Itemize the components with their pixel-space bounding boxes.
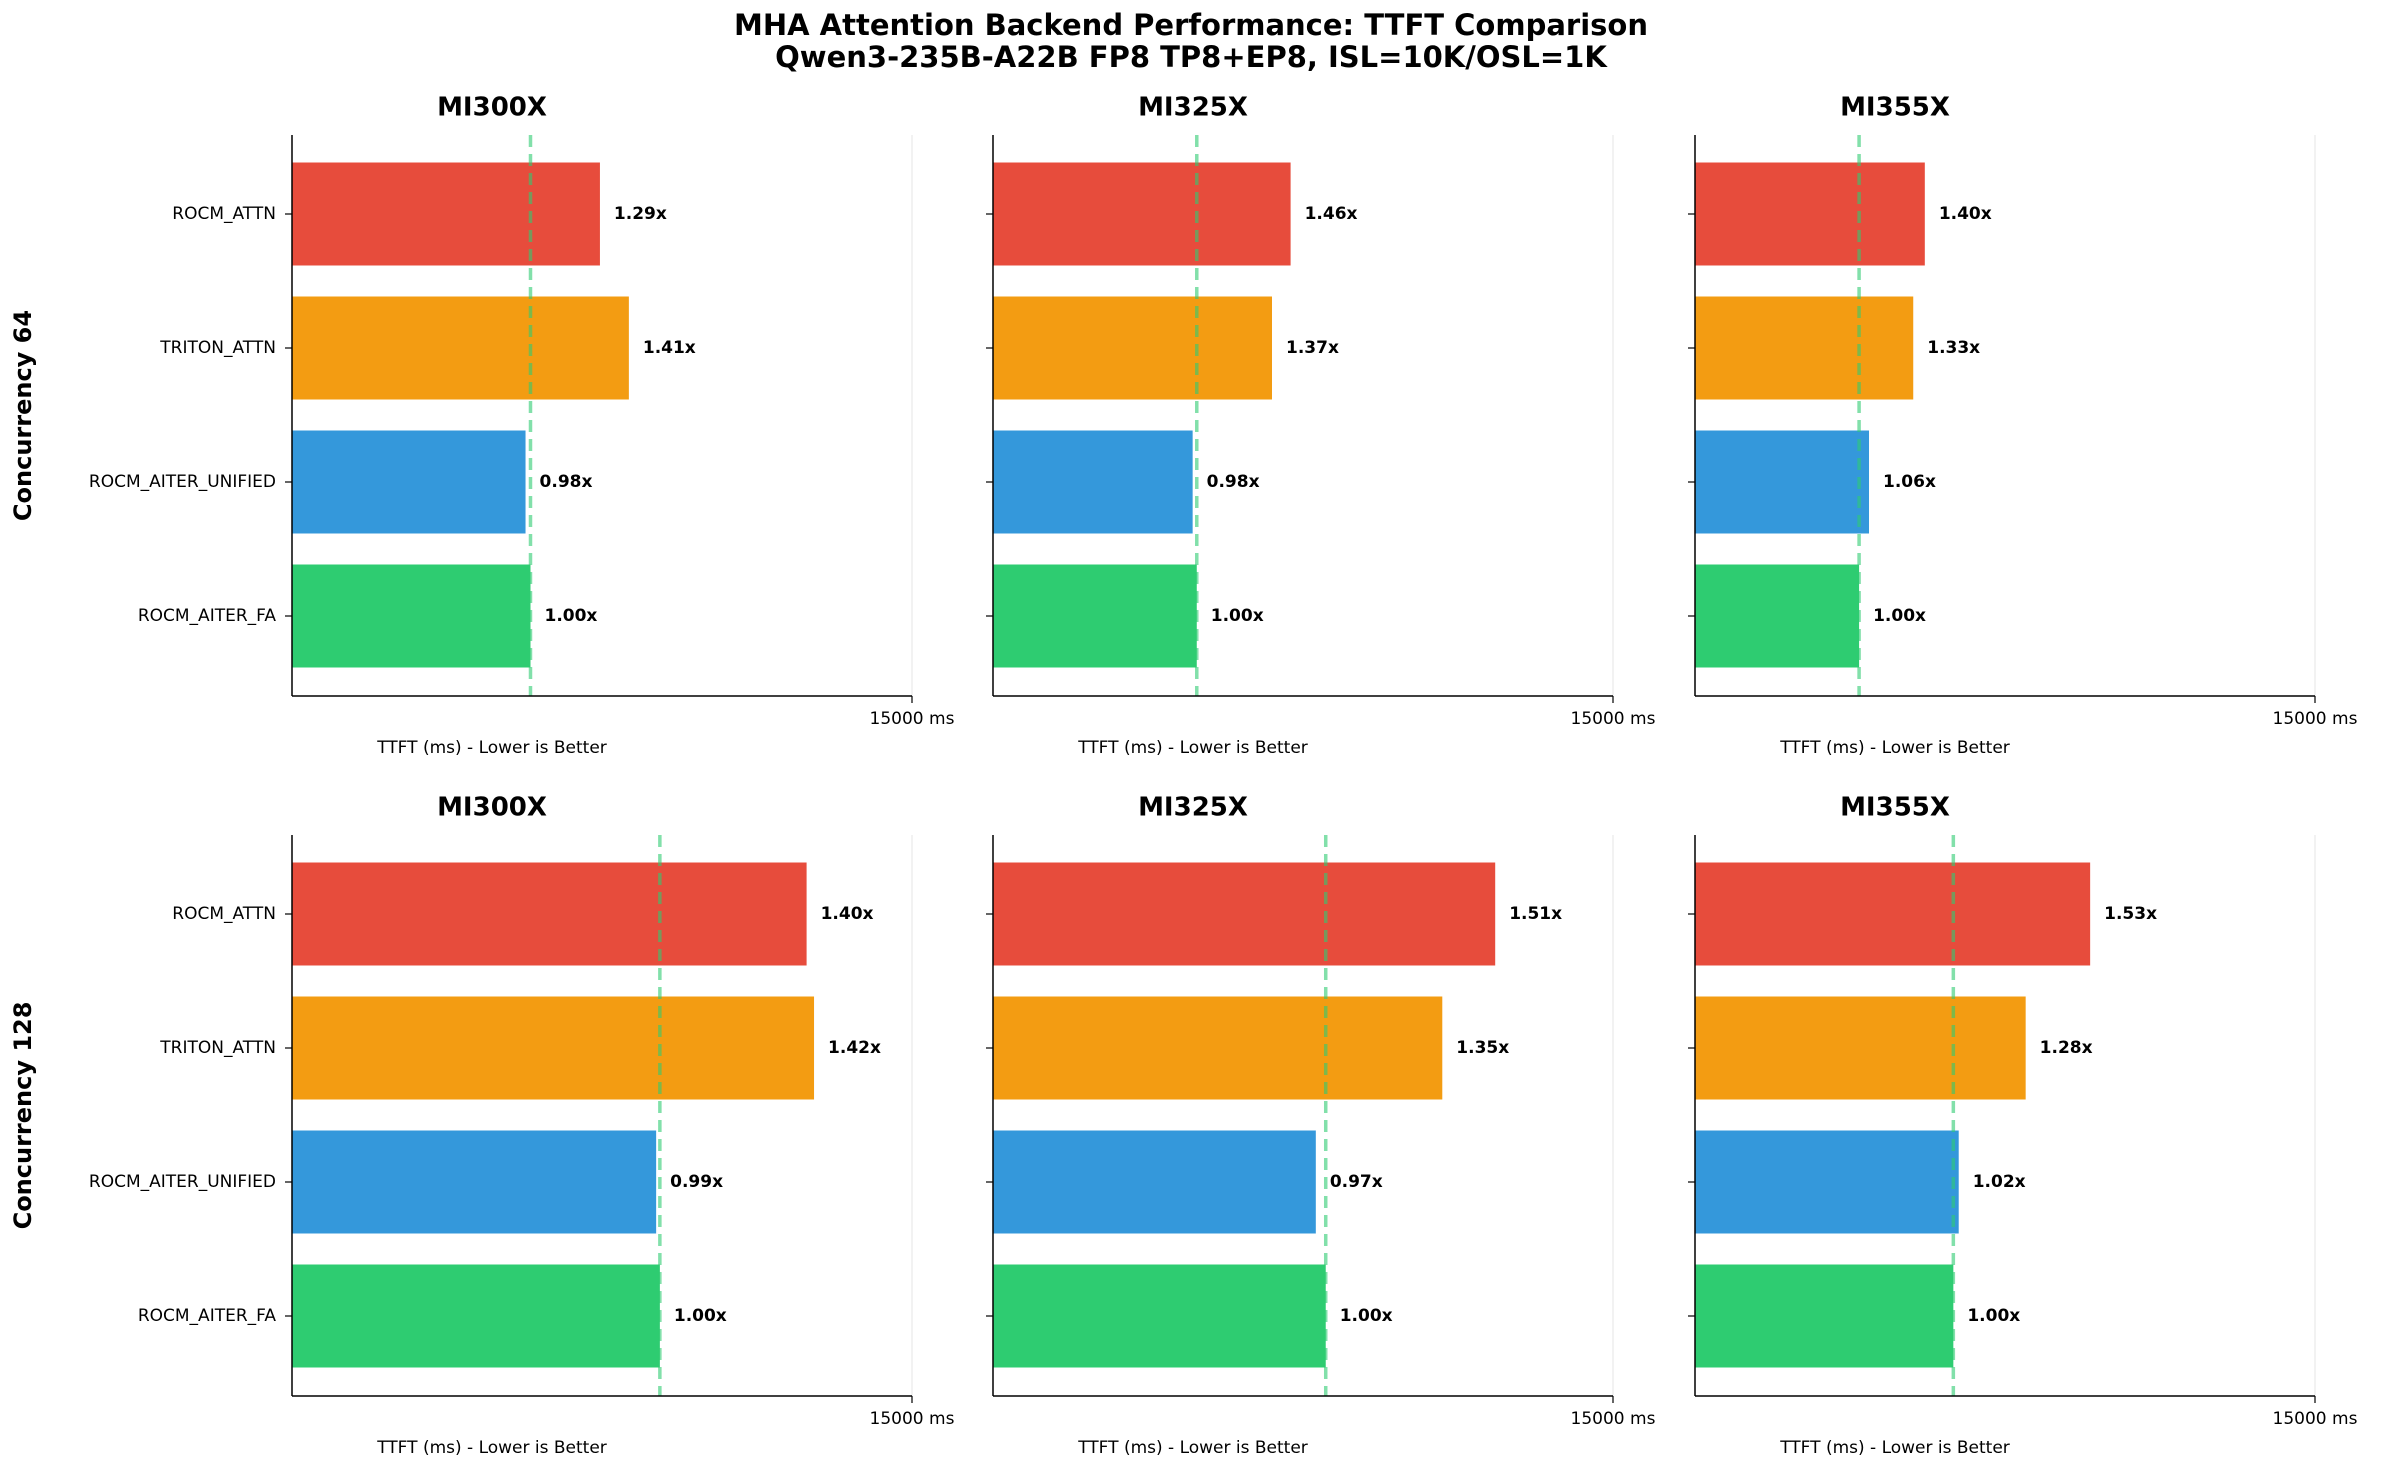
y-tick-label: ROCM_AITER_UNIFIED (89, 1172, 276, 1192)
y-tick-label: TRITON_ATTN (159, 338, 276, 358)
value-label: 1.51x (1509, 904, 1562, 924)
bar (292, 996, 815, 1100)
value-label: 1.40x (821, 904, 874, 924)
value-label: 1.41x (643, 338, 696, 358)
chart-title: MHA Attention Backend Performance: TTFT … (734, 8, 1648, 42)
value-label: 1.40x (1939, 204, 1992, 224)
bar (993, 162, 1291, 266)
value-label: 1.06x (1883, 472, 1936, 492)
value-label: 0.99x (670, 1172, 723, 1192)
panel-title: MI355X (1840, 793, 1950, 823)
value-label: 1.28x (2040, 1038, 2093, 1058)
bar (1695, 862, 2091, 966)
bar (1695, 430, 1870, 534)
bar (292, 162, 600, 266)
value-label: 1.02x (1973, 1172, 2026, 1192)
y-tick-label: ROCM_AITER_UNIFIED (89, 472, 276, 492)
value-label: 1.00x (544, 606, 597, 626)
value-label: 1.53x (2104, 904, 2157, 924)
panel-title: MI325X (1138, 93, 1248, 123)
y-tick-label: ROCM_AITER_FA (138, 1306, 277, 1326)
x-tick-label: 15000 ms (1571, 1409, 1656, 1429)
x-axis-label: TTFT (ms) - Lower is Better (1077, 1438, 1308, 1458)
panel-title: MI300X (437, 93, 547, 123)
bar (993, 1264, 1326, 1368)
bar (993, 430, 1193, 534)
y-tick-label: ROCM_ATTN (172, 904, 276, 924)
bar (993, 564, 1197, 668)
value-label: 1.46x (1305, 204, 1358, 224)
panel-title: MI325X (1138, 793, 1248, 823)
value-label: 1.42x (828, 1038, 881, 1058)
x-axis-label: TTFT (ms) - Lower is Better (1779, 1438, 2010, 1458)
y-tick-label: TRITON_ATTN (159, 1038, 276, 1058)
value-label: 1.00x (1873, 606, 1926, 626)
y-axis-label: Concurrency 64 (9, 310, 37, 521)
x-tick-label: 15000 ms (1571, 709, 1656, 729)
value-label: 1.00x (674, 1306, 727, 1326)
bar (993, 296, 1272, 400)
value-label: 0.98x (1207, 472, 1260, 492)
value-label: 0.98x (540, 472, 593, 492)
value-label: 1.00x (1967, 1306, 2020, 1326)
x-tick-label: 15000 ms (2273, 1409, 2358, 1429)
value-label: 1.37x (1286, 338, 1339, 358)
bar (1695, 162, 1925, 266)
value-label: 0.97x (1330, 1172, 1383, 1192)
x-tick-label: 15000 ms (2273, 709, 2358, 729)
bar (292, 1264, 660, 1368)
bar (1695, 564, 1860, 668)
bar (1695, 996, 2026, 1100)
x-axis-label: TTFT (ms) - Lower is Better (1077, 738, 1308, 758)
value-label: 1.29x (614, 204, 667, 224)
chart-subtitle: Qwen3-235B-A22B FP8 TP8+EP8, ISL=10K/OSL… (775, 40, 1608, 74)
bar (292, 862, 807, 966)
bar (1695, 296, 1914, 400)
y-axis-label: Concurrency 128 (9, 1002, 37, 1230)
bar (292, 1130, 657, 1234)
bar (1695, 1264, 1954, 1368)
y-tick-label: ROCM_AITER_FA (138, 606, 277, 626)
bar (993, 1130, 1316, 1234)
value-label: 1.35x (1456, 1038, 1509, 1058)
bar (292, 430, 526, 534)
x-tick-label: 15000 ms (870, 709, 955, 729)
bar (993, 996, 1443, 1100)
x-tick-label: 15000 ms (870, 1409, 955, 1429)
y-tick-label: ROCM_ATTN (172, 204, 276, 224)
x-axis-label: TTFT (ms) - Lower is Better (376, 1438, 607, 1458)
x-axis-label: TTFT (ms) - Lower is Better (376, 738, 607, 758)
bar (993, 862, 1496, 966)
bar (292, 564, 531, 668)
bar (292, 296, 629, 400)
value-label: 1.33x (1927, 338, 1980, 358)
bar (1695, 1130, 1959, 1234)
value-label: 1.00x (1211, 606, 1264, 626)
panel-title: MI300X (437, 793, 547, 823)
panel-title: MI355X (1840, 93, 1950, 123)
value-label: 1.00x (1340, 1306, 1393, 1326)
x-axis-label: TTFT (ms) - Lower is Better (1779, 738, 2010, 758)
